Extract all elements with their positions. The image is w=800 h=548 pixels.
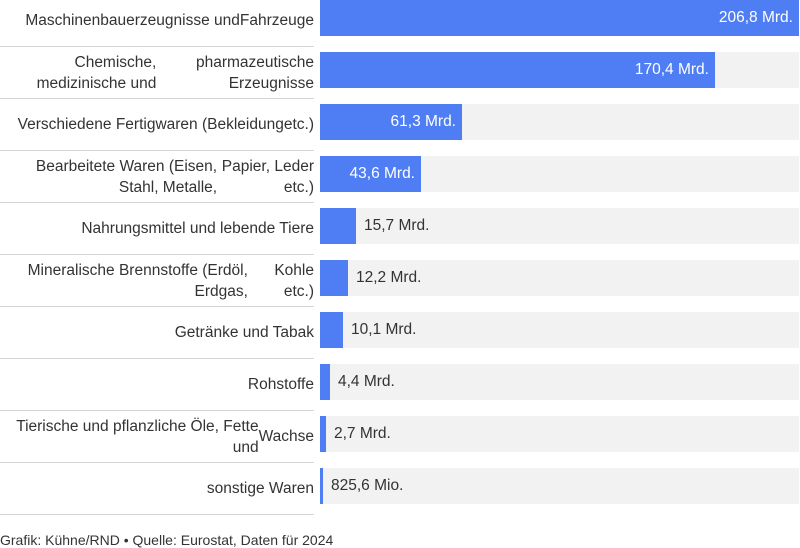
row-divider [0, 150, 314, 151]
chart-source-footer: Grafik: Kühne/RND • Quelle: Eurostat, Da… [0, 532, 334, 548]
bar [320, 104, 462, 140]
category-label-line: pharmazeutische Erzeugnisse [195, 53, 314, 92]
bar [320, 468, 323, 504]
category-label-line: Wachse [258, 428, 314, 445]
bar-row: Verschiedene Fertigwaren (Bekleidung etc.… [0, 99, 800, 151]
category-label-line: Verschiedene Fertigwaren (Bekleidung [17, 116, 284, 133]
row-divider [0, 410, 314, 411]
category-label: Bearbeitete Waren (Eisen, Stahl, Metalle… [0, 151, 314, 202]
category-label-line: Nahrungsmittel und lebende Tiere [81, 220, 314, 237]
row-divider [0, 98, 314, 99]
value-label: 12,2 Mrd. [356, 269, 422, 286]
bar-track: 15,7 Mrd. [320, 208, 799, 244]
category-label: Getränke und Tabak [0, 307, 314, 358]
bar-track: 43,6 Mrd. [320, 156, 799, 192]
category-label-line: Kohle etc.) [274, 261, 314, 300]
category-label-line: Rohstoffe [247, 376, 314, 393]
category-label-line: Mineralische Brennstoffe (Erdöl, Erdgas, [27, 261, 248, 300]
bar-track: 825,6 Mio. [320, 468, 799, 504]
value-label: 61,3 Mrd. [390, 113, 456, 130]
bar-row: Maschinenbauerzeugnisse und Fahrzeuge 206,… [0, 0, 800, 47]
row-divider [0, 306, 314, 307]
bar-row: Tierische und pflanzliche Öle, Fette und… [0, 411, 800, 463]
bar [320, 52, 715, 88]
row-divider [0, 46, 314, 47]
value-label: 10,1 Mrd. [351, 321, 417, 338]
row-divider [0, 358, 314, 359]
bar [320, 364, 330, 400]
bar-track: 206,8 Mrd. [320, 0, 799, 36]
category-label: Maschinenbauerzeugnisse und Fahrzeuge [0, 0, 314, 46]
bar [320, 416, 326, 452]
bar-track: 12,2 Mrd. [320, 260, 799, 296]
value-label: 170,4 Mrd. [634, 61, 709, 78]
category-label: Rohstoffe [0, 359, 314, 410]
bar-track: 2,7 Mrd. [320, 416, 799, 452]
category-label: Nahrungsmittel und lebende Tiere [0, 203, 314, 254]
category-label-line: etc.) [283, 116, 314, 133]
row-divider [0, 254, 314, 255]
bar [320, 156, 421, 192]
bar-row: Rohstoffe 4,4 Mrd. [0, 359, 800, 411]
bar-row: Bearbeitete Waren (Eisen, Stahl, Metalle… [0, 151, 800, 203]
category-label: Verschiedene Fertigwaren (Bekleidung etc.… [0, 99, 314, 150]
category-label-line: sonstige Waren [206, 480, 314, 497]
bar-track: 61,3 Mrd. [320, 104, 799, 140]
bar-row: Mineralische Brennstoffe (Erdöl, Erdgas,… [0, 255, 800, 307]
category-label-line: Papier, Leder etc.) [221, 157, 314, 196]
category-label-line: Maschinenbauerzeugnisse und [25, 12, 240, 29]
bar [320, 312, 343, 348]
row-divider [0, 514, 314, 515]
category-label: sonstige Waren [0, 463, 314, 514]
category-label: Tierische und pflanzliche Öle, Fette und… [0, 411, 314, 462]
category-label-line: Chemische, medizinische und [36, 53, 157, 92]
category-label-line: Tierische und pflanzliche Öle, Fette und [16, 417, 259, 456]
value-label: 4,4 Mrd. [338, 373, 395, 390]
bar-row: Getränke und Tabak 10,1 Mrd. [0, 307, 800, 359]
category-label-line: Getränke und Tabak [174, 324, 314, 341]
bar-chart: Maschinenbauerzeugnisse und Fahrzeuge 206,… [0, 0, 800, 515]
row-divider [0, 202, 314, 203]
value-label: 15,7 Mrd. [364, 217, 430, 234]
value-label: 825,6 Mio. [331, 477, 404, 494]
bar [320, 208, 356, 244]
value-label: 43,6 Mrd. [349, 165, 415, 182]
value-label: 206,8 Mrd. [718, 9, 793, 26]
bar-row: Nahrungsmittel und lebende Tiere 15,7 Mrd… [0, 203, 800, 255]
category-label: Chemische, medizinische und pharmazeutisc… [0, 47, 314, 98]
row-divider [0, 462, 314, 463]
bar [320, 260, 348, 296]
bar-row: Chemische, medizinische und pharmazeutisc… [0, 47, 800, 99]
bar-row: sonstige Waren 825,6 Mio. [0, 463, 800, 515]
bar-track: 4,4 Mrd. [320, 364, 799, 400]
bar-track: 170,4 Mrd. [320, 52, 799, 88]
bar [320, 0, 799, 36]
category-label-line: Fahrzeuge [239, 12, 314, 29]
category-label: Mineralische Brennstoffe (Erdöl, Erdgas,… [0, 255, 314, 306]
bar-track: 10,1 Mrd. [320, 312, 799, 348]
category-label-line: Bearbeitete Waren (Eisen, Stahl, Metalle… [35, 157, 218, 196]
value-label: 2,7 Mrd. [334, 425, 391, 442]
